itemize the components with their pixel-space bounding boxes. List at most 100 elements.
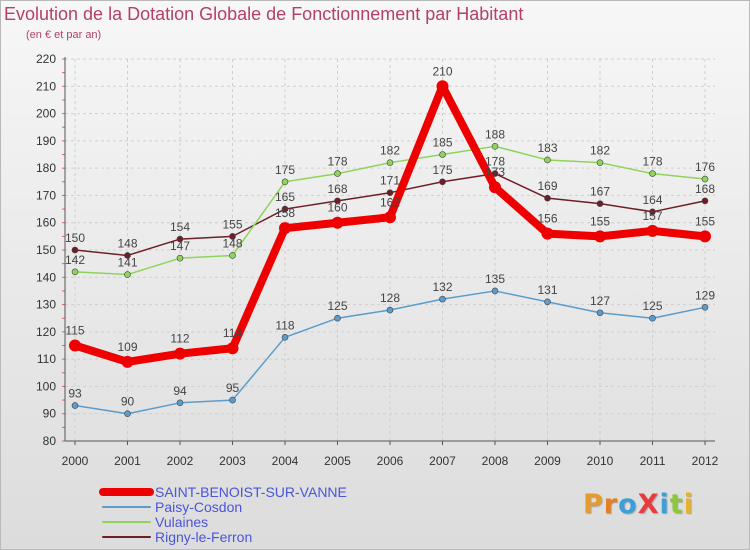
data-label: 112 xyxy=(170,332,189,346)
data-point xyxy=(649,314,656,322)
data-point xyxy=(281,178,289,186)
data-point xyxy=(439,178,446,186)
data-label: 173 xyxy=(485,165,505,179)
data-label: 164 xyxy=(642,193,662,207)
x-tick-label: 2007 xyxy=(429,454,456,468)
data-label: 114 xyxy=(223,326,242,340)
data-label: 183 xyxy=(537,141,557,155)
data-label: 118 xyxy=(275,318,294,332)
data-point xyxy=(544,194,551,202)
data-point xyxy=(279,222,291,235)
y-tick-label: 120 xyxy=(36,325,56,339)
data-point xyxy=(176,254,184,262)
x-tick-label: 2003 xyxy=(219,454,246,468)
chart-title: Evolution de la Dotation Globale de Fonc… xyxy=(4,4,524,24)
x-tick-label: 2010 xyxy=(587,454,614,468)
data-label: 90 xyxy=(121,395,135,409)
data-point xyxy=(124,271,131,278)
data-label: 93 xyxy=(68,387,82,401)
data-label: 125 xyxy=(327,299,347,313)
data-point xyxy=(121,355,134,368)
data-label: 154 xyxy=(170,220,190,234)
data-point xyxy=(701,303,709,311)
data-label: 185 xyxy=(432,136,452,150)
data-label: 150 xyxy=(65,231,85,245)
legend-label: SAINT-BENOIST-SUR-VANNE xyxy=(155,484,347,500)
chart-subtitle: (en € et par an) xyxy=(26,29,102,41)
data-point xyxy=(596,309,604,317)
x-tick-label: 2000 xyxy=(62,454,89,468)
data-label: 129 xyxy=(695,288,715,302)
data-point xyxy=(386,159,394,166)
data-point xyxy=(386,306,394,314)
data-label: 148 xyxy=(117,236,137,250)
legend-label: Rigny-le-Ferron xyxy=(155,529,252,545)
data-label: 171 xyxy=(380,174,400,188)
data-point xyxy=(439,151,446,158)
legend-item-paisy-cosdon: Paisy-Cosdon xyxy=(102,499,242,515)
data-point xyxy=(281,334,289,341)
data-label: 178 xyxy=(485,155,505,169)
data-label: 147 xyxy=(170,239,190,253)
series-saint-benoist-sur-vanne xyxy=(69,80,711,368)
data-point xyxy=(334,197,341,205)
data-point xyxy=(439,295,446,303)
y-tick-label: 110 xyxy=(37,352,56,366)
data-label: 169 xyxy=(537,179,557,193)
legend-item-rigny-le-ferron: Rigny-le-Ferron xyxy=(102,529,252,545)
data-point xyxy=(229,396,236,404)
data-label: 135 xyxy=(485,272,505,286)
data-point xyxy=(699,230,711,243)
data-label: 210 xyxy=(432,64,452,78)
data-label: 141 xyxy=(117,256,137,270)
data-point xyxy=(649,208,656,216)
y-tick-label: 200 xyxy=(36,107,56,121)
y-tick-label: 90 xyxy=(43,407,57,421)
axis-layer: 8090100110120130140150160170180190200210… xyxy=(36,52,719,468)
data-point xyxy=(384,211,396,224)
data-point xyxy=(229,252,236,259)
data-label: 155 xyxy=(222,217,242,231)
y-tick-label: 80 xyxy=(43,434,57,448)
y-tick-label: 170 xyxy=(36,188,56,202)
data-label: 156 xyxy=(537,212,557,226)
data-point xyxy=(281,205,289,213)
data-point xyxy=(226,342,239,355)
data-label: 155 xyxy=(695,214,715,228)
data-label: 178 xyxy=(327,155,347,169)
data-point xyxy=(646,224,659,237)
y-tick-label: 140 xyxy=(36,270,56,284)
data-label: 176 xyxy=(695,160,715,174)
data-point xyxy=(331,216,344,229)
y-tick-label: 160 xyxy=(36,216,56,230)
y-tick-label: 180 xyxy=(36,161,56,175)
data-point xyxy=(701,175,709,183)
data-point xyxy=(544,156,551,164)
data-point xyxy=(491,143,499,150)
data-label: 95 xyxy=(226,381,240,395)
data-label: 125 xyxy=(642,299,662,313)
logo-letter: P xyxy=(583,489,604,520)
data-label: 128 xyxy=(380,291,400,305)
data-label: 167 xyxy=(590,185,610,199)
data-point xyxy=(71,402,79,409)
data-point xyxy=(544,298,551,306)
data-point xyxy=(489,181,501,194)
data-point xyxy=(176,399,184,407)
data-label: 182 xyxy=(590,144,610,158)
x-tick-label: 2005 xyxy=(324,454,351,468)
y-tick-label: 210 xyxy=(36,79,56,93)
proxiti-logo: ProXiti xyxy=(583,489,694,520)
data-label: 178 xyxy=(642,155,662,169)
data-point xyxy=(386,189,394,196)
data-label: 131 xyxy=(537,283,557,297)
x-tick-label: 2008 xyxy=(482,454,509,468)
data-point xyxy=(174,347,186,360)
x-tick-label: 2009 xyxy=(534,454,561,468)
data-label: 168 xyxy=(695,182,715,196)
data-label: 160 xyxy=(327,201,347,215)
y-tick-label: 130 xyxy=(36,298,56,312)
legend-item-vulaines: Vulaines xyxy=(102,514,208,530)
data-point xyxy=(124,410,131,418)
